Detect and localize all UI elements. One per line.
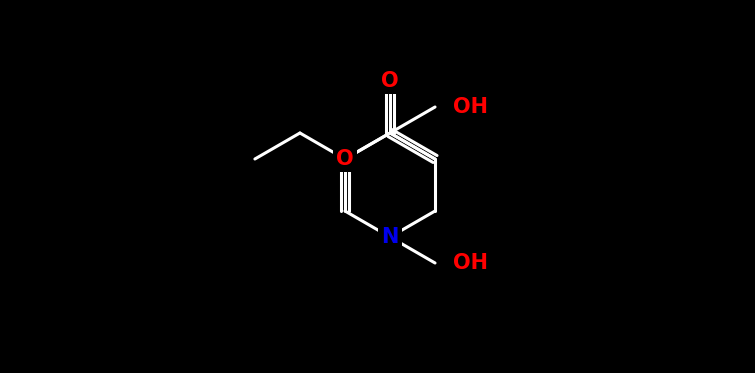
Text: O: O xyxy=(336,149,354,169)
Text: OH: OH xyxy=(453,97,488,117)
Text: OH: OH xyxy=(453,253,488,273)
Text: O: O xyxy=(381,71,399,91)
Text: N: N xyxy=(381,227,399,247)
